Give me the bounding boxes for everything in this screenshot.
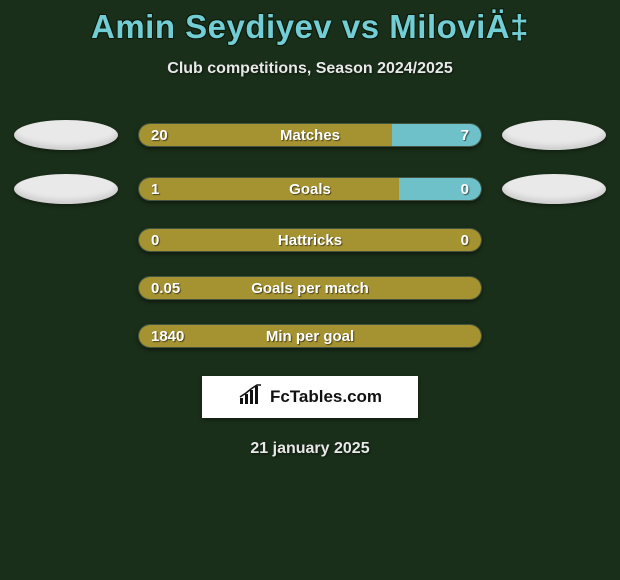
player-right-badge: [502, 174, 606, 204]
date-line: 21 january 2025: [0, 440, 620, 458]
stat-bar: Hattricks00: [138, 228, 482, 252]
stat-bar-left-seg: [139, 229, 481, 251]
stat-row: Goals per match0.05: [0, 276, 620, 300]
stat-row: Goals10: [0, 174, 620, 204]
brand-box: FcTables.com: [202, 376, 418, 418]
subtitle: Club competitions, Season 2024/2025: [0, 60, 620, 78]
page-title: Amin Seydiyev vs MiloviÄ‡: [0, 8, 620, 46]
stat-bar-left-seg: [139, 325, 481, 347]
stat-bar-left-seg: [139, 277, 481, 299]
stat-bar-left-seg: [139, 178, 399, 200]
stat-bar: Goals per match0.05: [138, 276, 482, 300]
brand-text: FcTables.com: [270, 387, 382, 407]
stat-row: Min per goal1840: [0, 324, 620, 348]
stat-bar-left-seg: [139, 124, 392, 146]
stat-bar: Matches207: [138, 123, 482, 147]
bar-chart-icon: [238, 384, 264, 411]
player-left-badge: [14, 174, 118, 204]
stat-bar: Min per goal1840: [138, 324, 482, 348]
stat-row: Hattricks00: [0, 228, 620, 252]
stats-rows: Matches207 Goals10 Hattricks00 Goals per ma…: [0, 120, 620, 348]
stat-bar-right-seg: [399, 178, 481, 200]
content-region: Amin Seydiyev vs MiloviÄ‡ Club competiti…: [0, 0, 620, 580]
player-right-badge: [502, 120, 606, 150]
stat-bar-right-seg: [392, 124, 481, 146]
stat-row: Matches207: [0, 120, 620, 150]
stat-bar: Goals10: [138, 177, 482, 201]
player-left-badge: [14, 120, 118, 150]
